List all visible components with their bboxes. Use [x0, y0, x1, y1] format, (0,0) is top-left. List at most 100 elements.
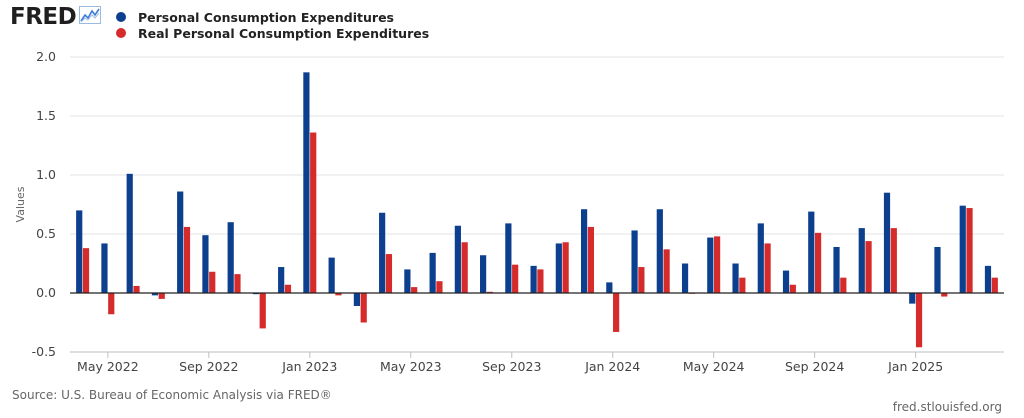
bar-real-pce	[915, 293, 923, 348]
bar-real-pce	[789, 284, 796, 293]
bar-pce	[353, 293, 360, 306]
bar-pce	[303, 72, 310, 293]
x-tick-label: May 2023	[380, 359, 442, 374]
bar-pce	[883, 192, 891, 293]
bar-pce	[555, 243, 562, 293]
y-tick-label: 0.0	[36, 285, 56, 300]
bar-pce	[126, 173, 133, 293]
bar-pce	[328, 257, 335, 293]
x-tick-label: Jan 2023	[281, 359, 337, 374]
bar-pce	[606, 282, 613, 293]
bar-real-pce	[764, 243, 771, 293]
legend-label-pce: Personal Consumption Expenditures	[138, 9, 394, 25]
bar-pce	[631, 230, 638, 293]
bar-real-pce	[411, 287, 418, 293]
bar-pce	[580, 209, 588, 293]
bar-real-pce	[133, 285, 140, 293]
bar-real-pce	[840, 277, 847, 293]
bar-pce	[984, 265, 992, 293]
bar-pce	[202, 235, 209, 293]
bar-real-pce	[209, 271, 216, 293]
site-link[interactable]: fred.stlouisfed.org	[892, 400, 1002, 414]
bar-pce	[757, 223, 764, 293]
bar-pce	[858, 228, 865, 293]
x-tick-label: Sep 2024	[785, 359, 844, 374]
x-tick-label: Sep 2022	[179, 359, 238, 374]
bar-real-pce	[814, 232, 822, 293]
bar-pce	[934, 246, 941, 293]
bar-pce	[656, 209, 663, 293]
bar-pce	[505, 223, 512, 293]
bar-pce	[379, 212, 386, 293]
chart-line-icon	[79, 6, 102, 28]
y-tick-label: -0.5	[32, 344, 56, 359]
bar-real-pce	[587, 226, 594, 293]
bar-real-pce	[739, 277, 746, 293]
bar-real-pce	[562, 242, 569, 293]
source-note: Source: U.S. Bureau of Economic Analysis…	[12, 388, 332, 402]
y-tick-label: 1.5	[36, 108, 56, 123]
bar-real-pce	[512, 264, 519, 293]
y-tick-label: 2.0	[36, 49, 56, 64]
bar-real-pce	[991, 277, 998, 293]
bar-pce	[707, 237, 714, 293]
y-tick-label: 1.0	[36, 167, 56, 182]
bar-pce	[833, 246, 840, 293]
legend-label-real-pce: Real Personal Consumption Expenditures	[138, 25, 430, 41]
legend-marker-real-pce	[116, 28, 126, 38]
bar-real-pce	[461, 242, 468, 293]
x-tick-label: Jan 2024	[584, 359, 640, 374]
bar-real-pce	[158, 293, 165, 299]
bar-real-pce	[108, 293, 115, 315]
bar-pce	[959, 205, 966, 293]
bar-real-pce	[436, 281, 443, 293]
bar-pce	[101, 243, 108, 293]
axis-layer: -0.5 0.0 0.5 1.0 1.5 2.0 May 2022 Sep 2022 Jan 2…	[14, 49, 1004, 374]
bar-real-pce	[360, 293, 367, 323]
bar-real-pce	[966, 208, 973, 293]
bar-pce	[404, 269, 411, 293]
x-tick-label: May 2022	[77, 359, 139, 374]
bar-pce	[429, 252, 436, 293]
bar-real-pce	[335, 293, 342, 296]
bar-real-pce	[890, 228, 897, 293]
bar-pce	[177, 191, 184, 293]
bar-pce	[530, 265, 537, 293]
chart-legend: Personal Consumption Expenditures Real P…	[116, 9, 429, 41]
bar-real-pce	[865, 241, 872, 293]
bar-real-pce	[183, 226, 191, 293]
x-tick-label: Jan 2025	[887, 359, 943, 374]
bar-real-pce	[941, 293, 948, 297]
bar-real-pce	[284, 284, 292, 293]
fred-logo[interactable]: FRED	[10, 4, 102, 30]
legend-item-pce[interactable]: Personal Consumption Expenditures	[116, 9, 429, 25]
bar-pce	[681, 263, 689, 293]
bar-pce	[782, 270, 790, 293]
bar-real-pce	[82, 248, 90, 293]
legend-item-real-pce[interactable]: Real Personal Consumption Expenditures	[116, 25, 429, 41]
bar-pce	[732, 263, 739, 293]
y-tick-label: 0.5	[36, 226, 56, 241]
bar-real-pce	[234, 274, 241, 293]
bar-real-pce	[638, 267, 645, 293]
bar-pce	[480, 255, 487, 293]
bar-pce	[454, 225, 461, 293]
bar-real-pce	[310, 132, 317, 293]
y-axis-title: Values	[14, 186, 27, 222]
bar-pce	[76, 210, 83, 293]
bar-pce	[909, 293, 916, 304]
legend-marker-pce	[116, 12, 126, 22]
bar-pce	[151, 293, 159, 296]
bar-pce	[808, 211, 815, 293]
bar-real-pce	[663, 249, 670, 293]
logo-text: FRED	[10, 4, 77, 30]
bar-pce	[227, 222, 234, 293]
x-tick-label: May 2024	[683, 359, 745, 374]
bar-real-pce	[714, 236, 721, 293]
bar-real-pce	[537, 269, 544, 293]
bar-real-pce	[613, 293, 620, 332]
grid-layer	[70, 56, 1004, 353]
bar-real-pce	[385, 254, 393, 293]
bar-pce	[278, 267, 285, 293]
